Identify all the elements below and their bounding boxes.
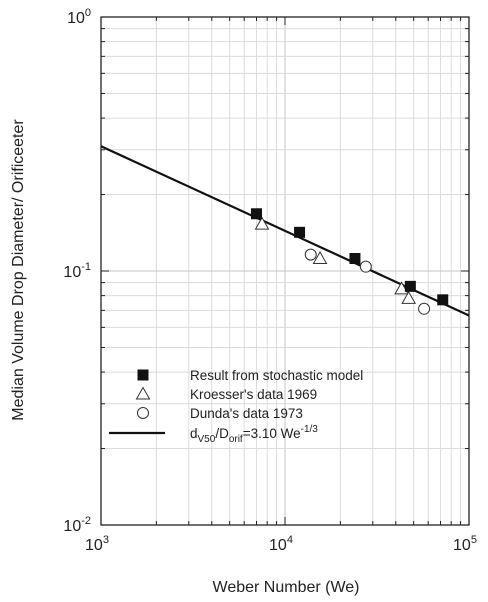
x-axis-label: Weber Number (We) xyxy=(213,579,360,596)
data-points xyxy=(250,208,449,315)
data-point-filled-square xyxy=(294,226,306,238)
legend-marker-open-triangle xyxy=(135,386,151,400)
legend-label-equation: dV50/Dorif=3.10 We-1/3 xyxy=(190,424,318,445)
legend-label: Dunda's data 1973 xyxy=(190,406,303,421)
legend-marker-filled-square xyxy=(137,369,149,381)
legend: Result from stochastic model Kroesser's d… xyxy=(109,368,363,445)
x-tick-label: 104 xyxy=(269,534,293,554)
y-axis-label: Median Volume Drop Diameter/ Orificeeter xyxy=(10,119,27,421)
data-point-open-triangle xyxy=(394,281,409,295)
axis-ticks: 103 104 105 10-2 10-1 100 xyxy=(63,7,477,554)
grid xyxy=(101,17,469,525)
x-tick-label: 103 xyxy=(85,534,109,554)
legend-marker-open-circle xyxy=(137,407,149,419)
data-point-open-triangle xyxy=(401,290,417,304)
data-point-open-triangle xyxy=(312,250,328,264)
x-tick-label: 105 xyxy=(453,534,477,554)
data-point-filled-square xyxy=(437,294,449,306)
legend-label: Kroesser's data 1969 xyxy=(190,387,317,402)
data-point-open-triangle xyxy=(254,216,270,230)
data-point-open-circle xyxy=(304,248,317,261)
data-point-filled-square xyxy=(250,208,262,220)
y-tick-label: 10-1 xyxy=(63,261,91,281)
data-point-filled-square xyxy=(404,280,416,292)
data-point-filled-square xyxy=(349,252,361,264)
data-point-open-circle xyxy=(418,302,431,315)
legend-label: Result from stochastic model xyxy=(190,368,363,383)
data-point-open-circle xyxy=(359,260,372,273)
y-tick-label: 100 xyxy=(67,7,91,27)
y-tick-label: 10-2 xyxy=(63,515,91,535)
